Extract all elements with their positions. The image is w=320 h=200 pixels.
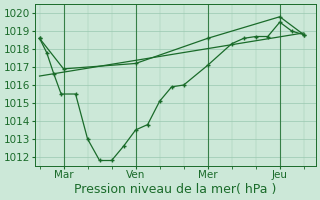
- X-axis label: Pression niveau de la mer( hPa ): Pression niveau de la mer( hPa ): [74, 183, 276, 196]
